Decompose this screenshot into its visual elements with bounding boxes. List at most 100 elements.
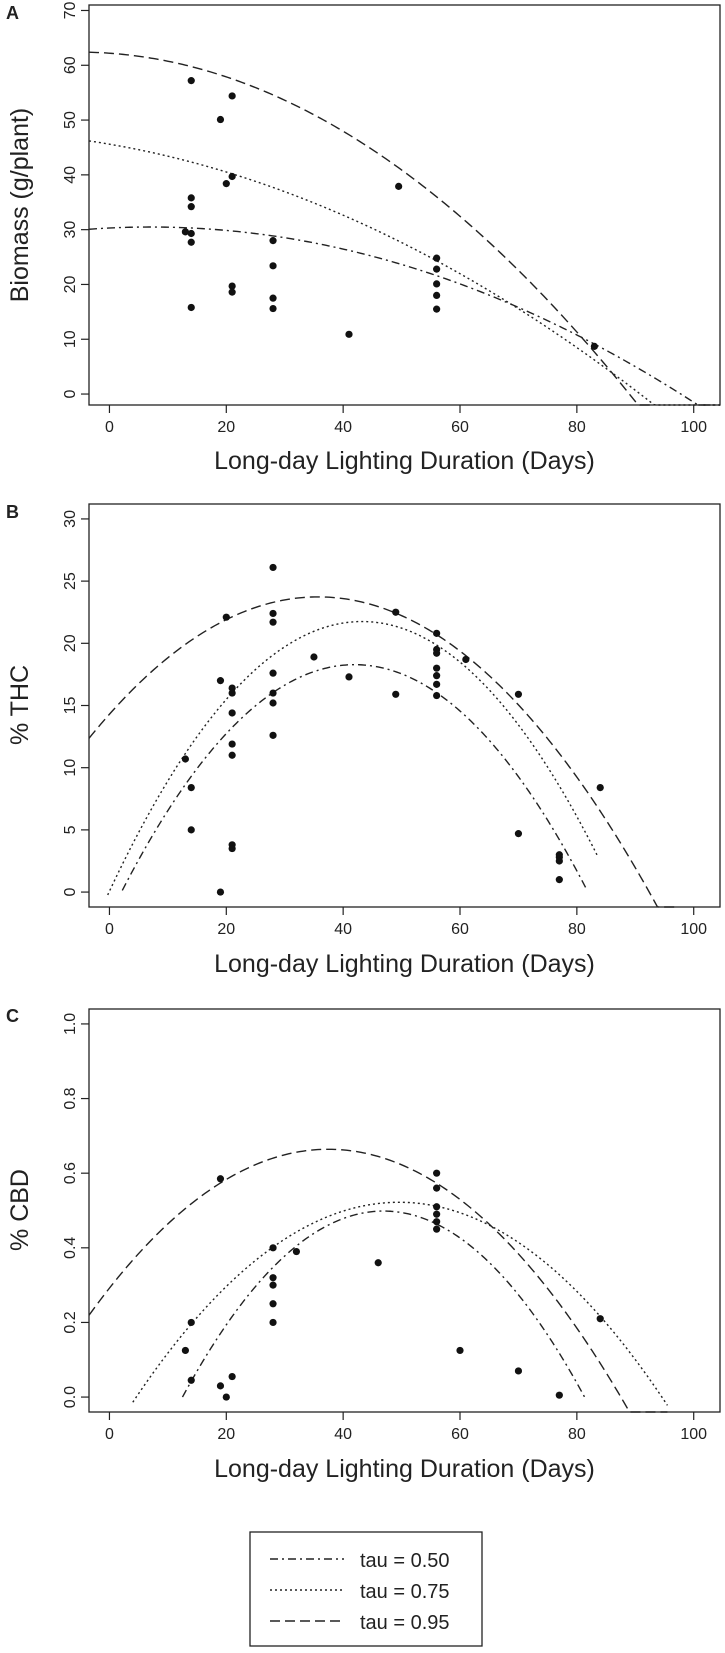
data-point xyxy=(228,751,236,759)
y-axis-label: Biomass (g/plant) xyxy=(6,108,34,303)
x-tick-label: 0 xyxy=(105,921,114,938)
data-point xyxy=(269,262,277,270)
legend-label-tau-075: tau = 0.75 xyxy=(360,1581,450,1603)
data-point xyxy=(555,876,563,884)
data-point xyxy=(269,1244,277,1252)
fitted-curves xyxy=(88,51,720,406)
data-point xyxy=(269,1300,277,1308)
data-point xyxy=(187,194,195,202)
y-tick-label: 0.6 xyxy=(62,1162,79,1184)
data-point xyxy=(187,1376,195,1384)
data-point xyxy=(433,291,441,300)
data-point xyxy=(345,330,353,338)
data-point xyxy=(228,740,236,748)
y-tick-label: 5 xyxy=(62,825,79,834)
data-point xyxy=(269,1274,277,1282)
x-tick-label: 80 xyxy=(568,921,586,938)
data-point xyxy=(374,1259,382,1267)
y-axis: 0 5 10 15 20 25 30 xyxy=(62,510,89,897)
data-point xyxy=(222,1393,230,1401)
x-tick-label: 80 xyxy=(568,1426,586,1443)
data-point xyxy=(456,1346,464,1355)
data-point xyxy=(228,689,236,697)
x-tick-label: 60 xyxy=(451,921,469,938)
y-tick-label: 20 xyxy=(62,275,79,293)
y-tick-label: 40 xyxy=(62,166,79,184)
data-point xyxy=(216,1175,225,1183)
data-point xyxy=(514,830,523,838)
x-axis: 0 20 40 60 80 100 xyxy=(105,907,707,938)
x-axis: 0 20 40 60 80 100 xyxy=(105,1412,707,1443)
plot-frame xyxy=(88,4,721,406)
data-point xyxy=(433,280,441,288)
curve-tau-050 xyxy=(121,663,588,892)
fitted-curves xyxy=(88,596,676,908)
data-point xyxy=(269,689,277,697)
y-tick-label: 60 xyxy=(62,56,79,74)
data-point xyxy=(596,783,604,792)
data-point xyxy=(292,1247,301,1256)
x-tick-label: 0 xyxy=(105,419,114,436)
y-tick-label: 0 xyxy=(62,888,79,897)
data-point xyxy=(216,1382,225,1390)
panel-label-a: A xyxy=(6,3,19,23)
y-tick-label: 70 xyxy=(62,1,79,19)
data-point xyxy=(345,673,353,681)
data-point xyxy=(555,857,563,865)
data-point xyxy=(514,1367,523,1375)
curve-tau-050 xyxy=(181,1210,587,1400)
legend-label-tau-095: tau = 0.95 xyxy=(360,1612,450,1634)
data-point xyxy=(187,77,195,85)
data-point xyxy=(590,342,598,350)
plot-frame xyxy=(88,503,721,908)
data-point xyxy=(228,684,236,692)
data-point xyxy=(433,254,441,262)
data-point xyxy=(269,669,277,677)
x-tick-label: 0 xyxy=(105,1426,114,1443)
data-point xyxy=(216,115,225,124)
data-point xyxy=(433,1218,441,1226)
data-point xyxy=(187,303,195,312)
data-point xyxy=(222,180,230,188)
data-point xyxy=(187,783,195,792)
data-point xyxy=(216,677,225,685)
x-tick-label: 100 xyxy=(680,419,707,436)
x-tick-label: 100 xyxy=(680,921,707,938)
data-point xyxy=(433,1169,441,1177)
x-tick-label: 20 xyxy=(217,1426,235,1443)
data-point xyxy=(310,653,318,661)
data-point xyxy=(228,282,236,290)
data-point xyxy=(433,265,441,273)
legend-label-tau-050: tau = 0.50 xyxy=(360,1550,450,1572)
y-tick-label: 20 xyxy=(62,634,79,652)
data-point xyxy=(187,229,195,238)
y-axis-label: % THC xyxy=(6,665,34,745)
y-tick-label: 0.8 xyxy=(62,1087,79,1109)
curve-tau-095 xyxy=(88,51,654,406)
data-point xyxy=(228,709,236,717)
plot-frame xyxy=(88,1008,721,1413)
data-point xyxy=(228,1372,236,1381)
curve-tau-050 xyxy=(88,226,720,406)
y-tick-label: 0 xyxy=(62,389,79,398)
y-tick-label: 1.0 xyxy=(62,1013,79,1035)
x-axis-label: Long-day Lighting Duration (Days) xyxy=(214,447,595,475)
data-point xyxy=(269,563,277,572)
curve-tau-095 xyxy=(88,1148,668,1413)
x-tick-label: 100 xyxy=(680,1426,707,1443)
data-point xyxy=(433,629,441,637)
x-tick-label: 80 xyxy=(568,419,586,436)
data-point xyxy=(269,294,277,302)
legend-box xyxy=(249,1531,483,1647)
data-point xyxy=(596,1315,604,1323)
x-tick-label: 60 xyxy=(451,419,469,436)
data-point xyxy=(433,1184,441,1192)
panel-a-biomass: A 0 20 40 60 80 100 0 10 20 30 40 50 60 70 Long-day … xyxy=(6,1,721,475)
data-point xyxy=(392,608,400,616)
y-axis-label: % CBD xyxy=(6,1169,34,1251)
y-tick-label: 15 xyxy=(62,697,79,715)
data-point xyxy=(433,649,441,657)
x-axis-label: Long-day Lighting Duration (Days) xyxy=(214,1455,595,1483)
y-tick-label: 30 xyxy=(62,510,79,528)
data-point xyxy=(269,1318,277,1327)
